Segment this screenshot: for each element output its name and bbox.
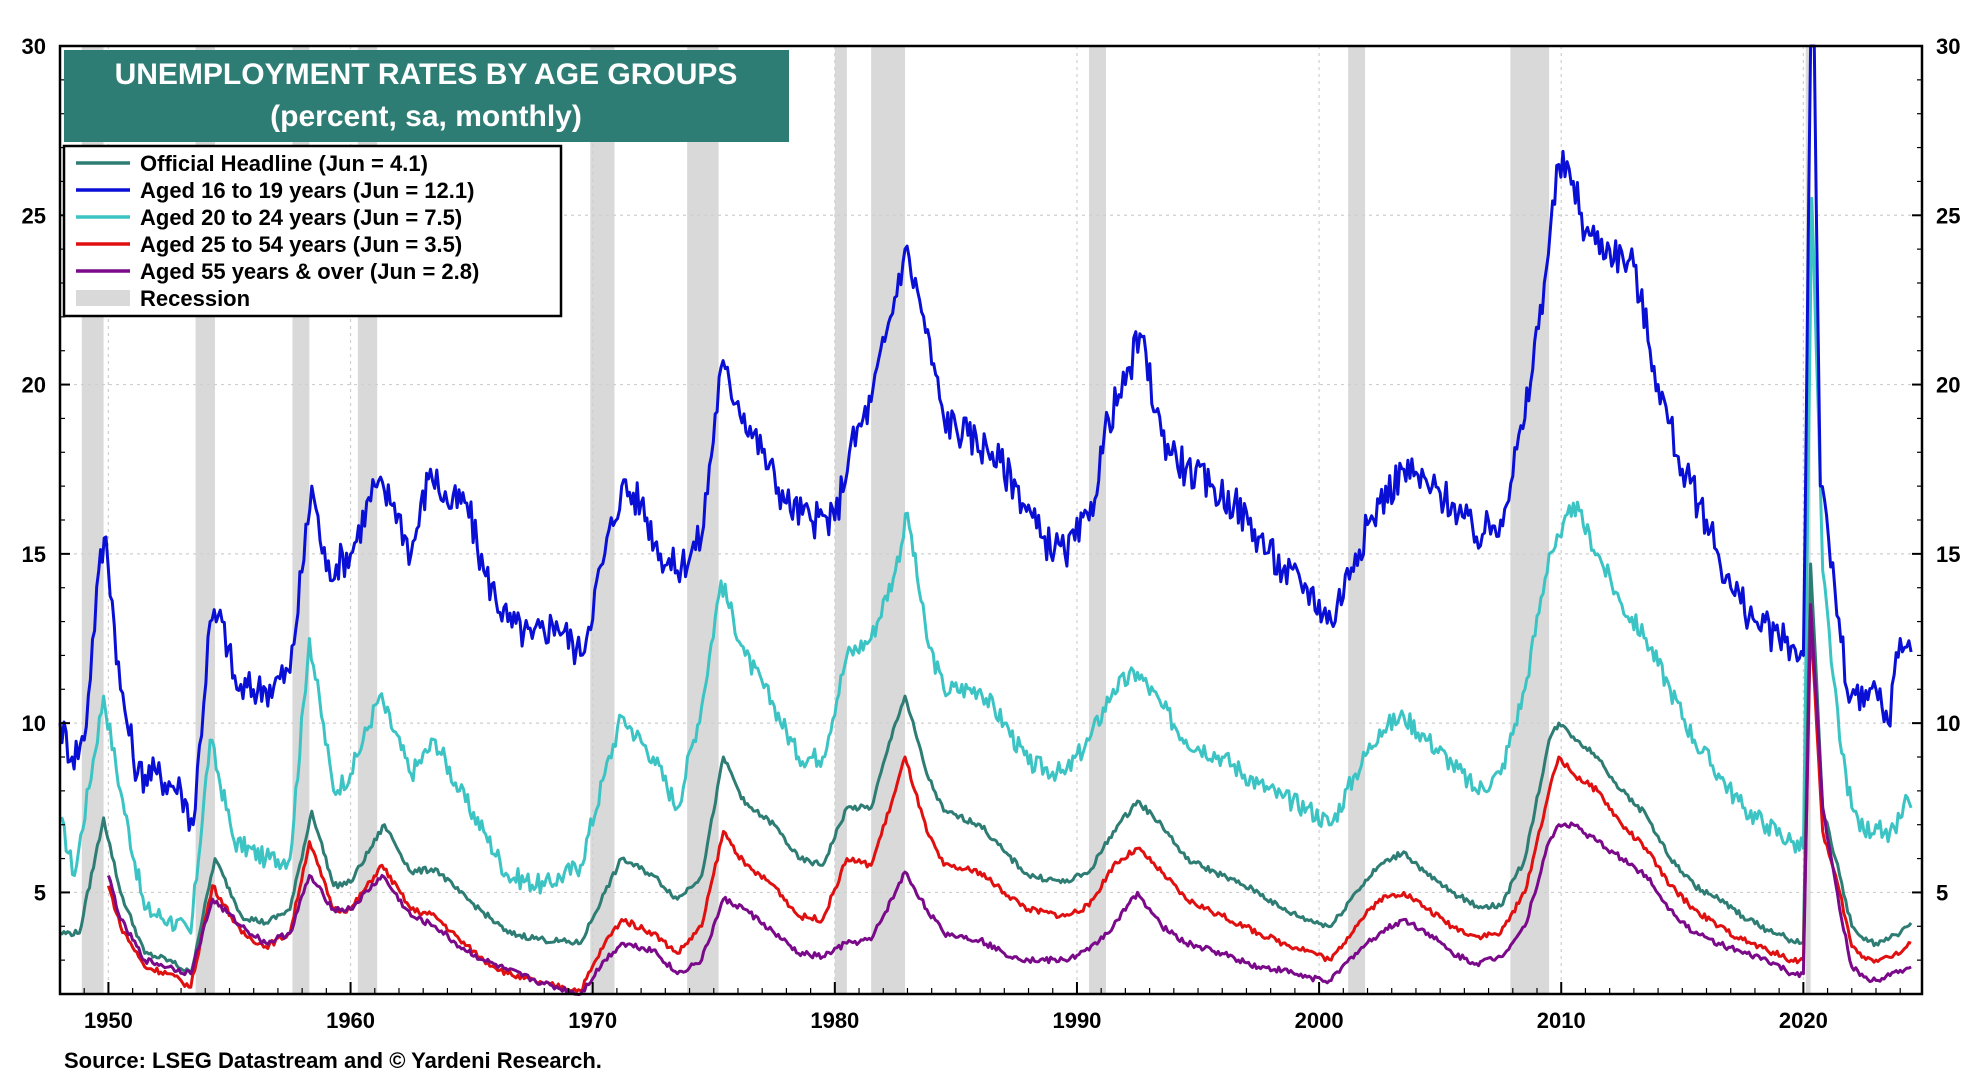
title-box-background [64,50,789,142]
y-tick-label-left: 5 [34,880,46,905]
y-axis-right: 5 10 15 20 25 30 [1912,34,1960,995]
recession-band [1089,46,1107,994]
y-tick-label-left: 30 [22,34,46,59]
legend-label: Aged 25 to 54 years (Jun = 3.5) [140,232,462,257]
series-line [59,562,1913,976]
x-tick-label: 2010 [1537,1008,1586,1033]
y-tick-label-right: 15 [1936,542,1960,567]
x-axis: 1950 1960 1970 1980 1990 2000 2010 2020 [59,982,1901,1033]
recession-band [1510,46,1550,994]
y-tick-label-right: 30 [1936,34,1960,59]
x-tick-label: 2020 [1779,1008,1828,1033]
series-lines [58,44,1913,996]
recession-band [834,46,847,994]
source-note: Source: LSEG Datastream and © Yardeni Re… [64,1048,602,1073]
series-line [59,196,1913,935]
legend-label: Official Headline (Jun = 4.1) [140,151,428,176]
x-tick-label: 1950 [84,1008,133,1033]
legend-swatch-recession [76,290,130,306]
recession-band [1348,46,1366,994]
y-tick-label-left: 10 [22,711,46,736]
legend-label: Recession [140,286,250,311]
x-tick-label: 1970 [568,1008,617,1033]
series-line [58,44,1913,832]
y-tick-label-left: 15 [22,542,46,567]
title-box: UNEMPLOYMENT RATES BY AGE GROUPS (percen… [64,50,789,142]
chart-title: UNEMPLOYMENT RATES BY AGE GROUPS [115,58,738,91]
series-line [106,603,1912,996]
legend-label: Aged 55 years & over (Jun = 2.8) [140,259,479,284]
y-tick-label-left: 20 [22,373,46,398]
chart-subtitle: (percent, sa, monthly) [270,100,582,133]
x-tick-label: 1960 [326,1008,375,1033]
y-tick-label-right: 20 [1936,373,1960,398]
x-tick-label: 1990 [1052,1008,1101,1033]
y-tick-label-right: 5 [1936,880,1948,905]
series-line [106,620,1912,993]
y-axis-left: 5 10 15 20 25 30 [22,34,70,995]
recession-band [871,46,906,994]
legend-box [62,144,563,318]
legend: Official Headline (Jun = 4.1)Aged 16 to … [62,144,563,318]
y-tick-label-right: 10 [1936,711,1960,736]
y-tick-label-right: 25 [1936,203,1960,228]
legend-label: Aged 16 to 19 years (Jun = 12.1) [140,178,474,203]
y-tick-label-left: 25 [22,203,46,228]
x-tick-label: 2000 [1295,1008,1344,1033]
legend-label: Aged 20 to 24 years (Jun = 7.5) [140,205,462,230]
x-tick-label: 1980 [810,1008,859,1033]
